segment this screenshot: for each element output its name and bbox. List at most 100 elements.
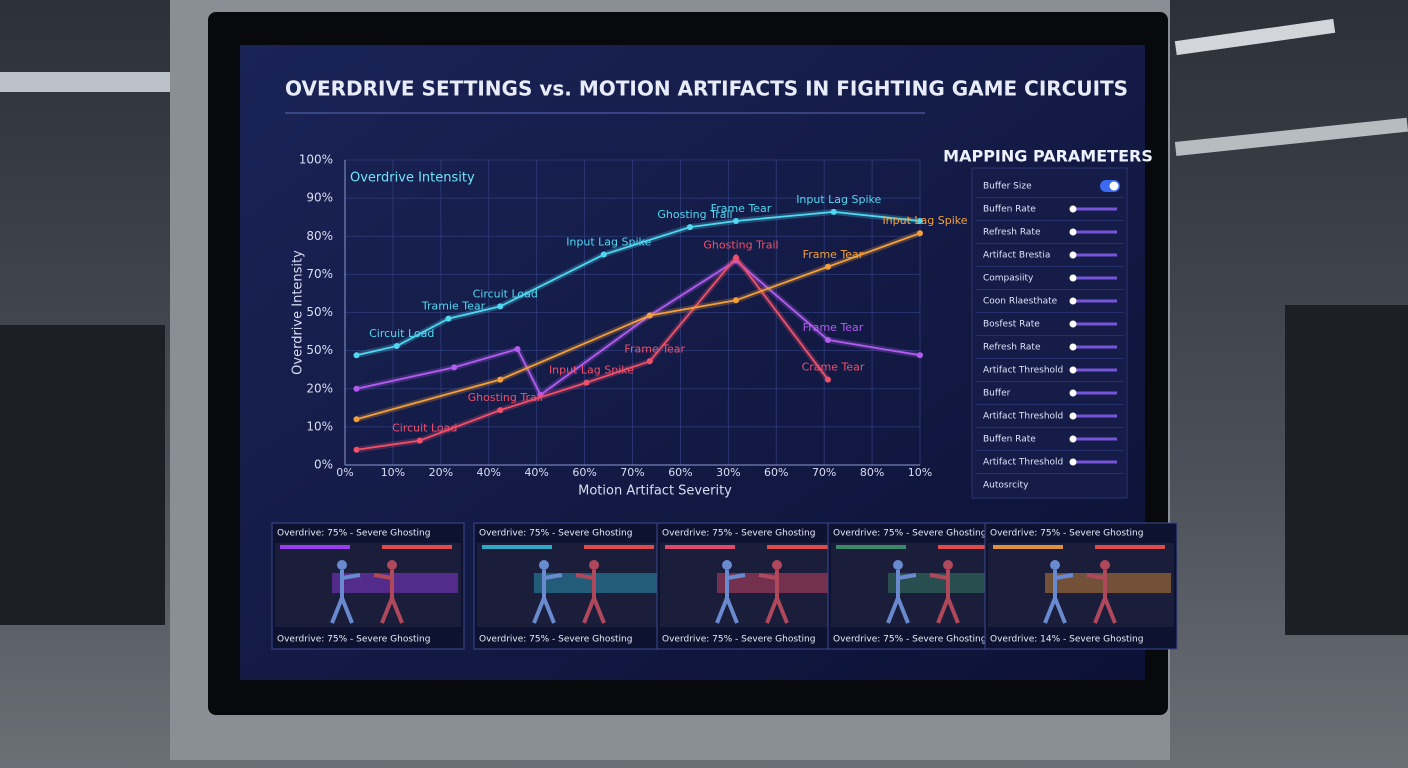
fighter-body [330, 570, 361, 624]
x-tick-label: 40% [477, 466, 501, 479]
point-label: Frame Tear [624, 342, 685, 355]
x-tick-label: 20% [429, 466, 453, 479]
fighter-head [943, 560, 953, 570]
health-bar [382, 545, 452, 549]
thumbnail-caption-top: Overdrive: 75% - Severe Ghosting [662, 529, 815, 539]
point-label: Tramie Tear [421, 300, 486, 313]
slider-knob [1069, 366, 1077, 374]
point-label: Frame Tear [803, 321, 864, 334]
y-tick-label: 50% [306, 305, 333, 319]
data-point [646, 358, 653, 365]
point-label: Crame Tear [802, 361, 865, 374]
param-label: Artifact Brestia [983, 251, 1050, 261]
thumbnail-caption-bottom: Overdrive: 14% - Severe Ghosting [990, 635, 1143, 645]
data-point [497, 303, 504, 310]
x-tick-label: 60% [668, 466, 692, 479]
thumbnail-caption-bottom: Overdrive: 75% - Severe Ghosting [479, 635, 632, 645]
data-point [583, 379, 590, 386]
data-point [353, 385, 360, 392]
thumbnail-streak [534, 573, 660, 593]
x-axis-title: Motion Artifact Severity [578, 484, 732, 499]
slider-knob [1069, 251, 1077, 259]
point-label: Input Lag Spike [566, 236, 651, 249]
thumbnail-scene [275, 543, 461, 627]
thumbnail-streak [717, 573, 843, 593]
data-point [600, 251, 607, 258]
health-bar [836, 545, 906, 549]
thumbnail-streak [1045, 573, 1171, 593]
data-point [830, 208, 837, 215]
fighter-body [886, 570, 917, 624]
data-point [353, 416, 360, 423]
thumbnail-caption-bottom: Overdrive: 75% - Severe Ghosting [833, 635, 986, 645]
point-label: Frame Tear [711, 202, 772, 215]
y-tick-label: 20% [306, 381, 333, 395]
x-tick-label: 60% [572, 466, 596, 479]
fighter-body [758, 570, 789, 624]
fighter-body [715, 570, 746, 624]
ceiling-light [1174, 18, 1336, 56]
x-tick-label: 10% [908, 466, 932, 479]
param-label: Autosrcity [983, 481, 1029, 491]
health-bar [280, 545, 350, 549]
fighter-head [539, 560, 549, 570]
slider-knob [1069, 274, 1077, 282]
data-point [646, 312, 653, 319]
param-label: Compasiity [983, 274, 1034, 284]
fighter-head [387, 560, 397, 570]
data-point [451, 364, 458, 371]
point-label: Input Lag Spike [882, 214, 967, 227]
parameter-panel [971, 167, 1128, 499]
x-tick-label: 40% [524, 466, 548, 479]
legend-label: Overdrive Intensity [350, 171, 475, 186]
fighter-head [1100, 560, 1110, 570]
thumbnail-scene [988, 543, 1174, 627]
data-point [825, 263, 831, 270]
slider-knob [1069, 435, 1077, 443]
fighter-head [772, 560, 782, 570]
health-bar [584, 545, 654, 549]
x-tick-label: 30% [716, 466, 740, 479]
point-label: Ghosting Trail [468, 391, 543, 404]
data-point [353, 446, 360, 453]
slider-knob [1069, 458, 1077, 466]
server-rack [1285, 305, 1408, 635]
thumbnail-caption-top: Overdrive: 75% - Severe Ghosting [833, 529, 986, 539]
fighter-body [373, 570, 404, 624]
data-point [733, 218, 739, 224]
point-label: Circuit Load [369, 327, 434, 340]
data-point [917, 230, 923, 237]
fighter-body [929, 570, 960, 624]
param-label: Buffer Size [983, 182, 1032, 192]
chart-title: OVERDRIVE SETTINGS vs. MOTION ARTIFACTS … [285, 77, 1128, 101]
x-tick-label: 10% [381, 466, 405, 479]
health-bar [1095, 545, 1165, 549]
thumbnail-scene [477, 543, 663, 627]
data-point [733, 297, 739, 304]
x-tick-label: 0% [336, 466, 353, 479]
server-rack [0, 325, 165, 625]
health-bar [665, 545, 735, 549]
panel-title: MAPPING PARAMETERS [943, 147, 1153, 166]
ceiling-light [0, 72, 170, 92]
param-label: Refresh Rate [983, 228, 1041, 238]
point-label: Input Lag Spike [796, 193, 881, 206]
thumbnail-caption-top: Overdrive: 75% - Severe Ghosting [990, 529, 1143, 539]
x-tick-label: 70% [620, 466, 644, 479]
x-tick-label: 60% [764, 466, 788, 479]
slider-knob [1069, 205, 1077, 213]
data-point [514, 346, 521, 353]
y-tick-label: 90% [306, 191, 333, 205]
x-tick-label: 70% [812, 466, 836, 479]
y-tick-label: 80% [306, 229, 333, 243]
slider-knob [1069, 343, 1077, 351]
fighter-head [893, 560, 903, 570]
x-tick-label: 80% [860, 466, 884, 479]
param-label: Artifact Threshold [983, 458, 1063, 468]
y-tick-label: 50% [306, 343, 333, 357]
data-point [416, 437, 423, 444]
health-bar [767, 545, 837, 549]
thumbnail-caption-bottom: Overdrive: 75% - Severe Ghosting [277, 635, 430, 645]
toggle-knob [1109, 181, 1119, 191]
